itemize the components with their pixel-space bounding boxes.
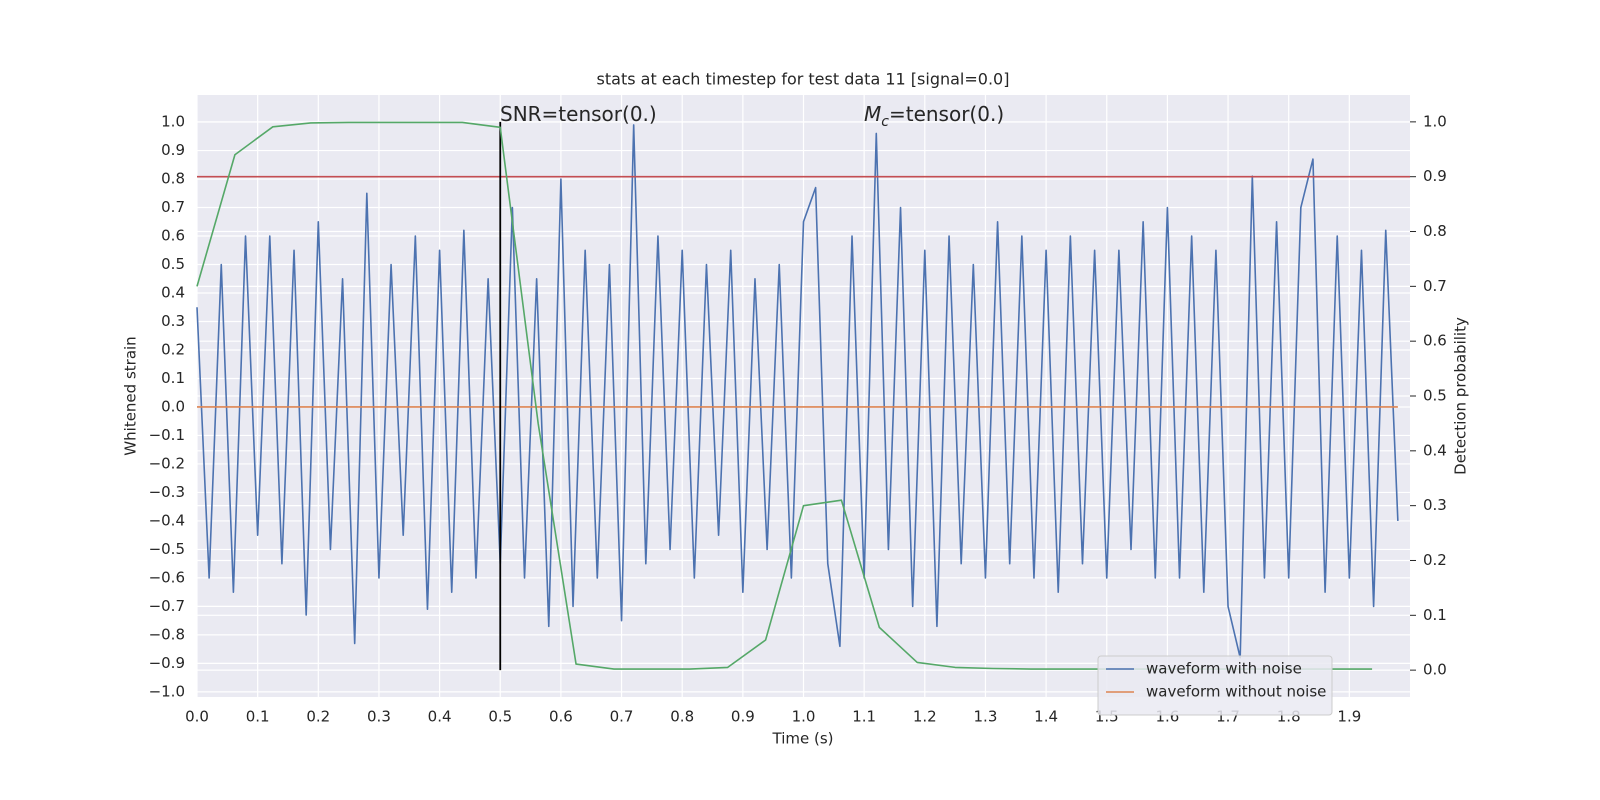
x-tick-label: 0.4 xyxy=(428,708,452,726)
y-tick-label: −1.0 xyxy=(149,682,185,700)
y2-tick-label: 1.0 xyxy=(1423,112,1447,130)
x-tick-label: 0.3 xyxy=(367,708,391,726)
y2-tick-label: 0.4 xyxy=(1423,441,1447,459)
y-tick-label: 0.0 xyxy=(161,397,185,415)
x-tick-label: 0.7 xyxy=(610,708,634,726)
y-tick-label: 0.3 xyxy=(161,312,185,330)
y2-tick-label: 0.1 xyxy=(1423,606,1447,624)
x-tick-label: 1.3 xyxy=(974,708,998,726)
series-line xyxy=(196,124,1399,659)
legend-box xyxy=(1097,655,1333,716)
y-tick-label: 1.0 xyxy=(161,113,185,131)
y-tick-label: 0.4 xyxy=(161,284,185,302)
annotation-symbol: M xyxy=(864,102,881,126)
x-axis-label: Time (s) xyxy=(772,730,834,748)
labels: 0.0 0.1 0.2 0.3 0.4 0.5 0.6 0.7 0.8 0.9 1.0 1.1 1.2 1… xyxy=(149,102,1447,726)
annotation: Mc=tensor(0.) xyxy=(864,102,1004,130)
y-tick-label: 0.8 xyxy=(161,170,185,188)
y-tick-label: 0.7 xyxy=(161,198,185,216)
y2-tick-label: 0.7 xyxy=(1423,277,1447,295)
x-tick-label: 0.6 xyxy=(549,708,573,726)
y-tick-label: −0.9 xyxy=(149,654,185,672)
y-tick-label: 0.1 xyxy=(161,369,185,387)
y2-tick-label: 0.8 xyxy=(1423,222,1447,240)
y-tick-label: −0.3 xyxy=(149,483,185,501)
y-tick-label: −0.6 xyxy=(149,568,185,586)
legend-label: waveform with noise xyxy=(1146,660,1302,678)
y-tick-label: 0.6 xyxy=(161,227,185,245)
y2-axis-label: Detection probability xyxy=(1452,317,1470,475)
y-tick-label: 0.2 xyxy=(161,340,185,358)
y2-tick-label: 0.0 xyxy=(1423,661,1447,679)
y2-tick-label: 0.6 xyxy=(1423,332,1447,350)
x-tick-label: 0.9 xyxy=(731,708,755,726)
grid xyxy=(196,95,1410,697)
x-tick-label: 0.2 xyxy=(306,708,330,726)
annotation-subscript: c xyxy=(881,114,889,130)
x-tick-label: 0.8 xyxy=(670,708,694,726)
y-tick-label: −0.4 xyxy=(149,511,185,529)
x-tick-label: 1.4 xyxy=(1034,708,1058,726)
y2-tick-label: 0.2 xyxy=(1423,551,1447,569)
y-tick-label: 0.9 xyxy=(161,141,185,159)
x-tick-label: 0.0 xyxy=(185,708,209,726)
x-tick-label: 1.1 xyxy=(852,708,876,726)
y-tick-label: −0.5 xyxy=(149,540,185,558)
y-axis-label: Whitened strain xyxy=(122,336,140,455)
y2-tick-label: 0.3 xyxy=(1423,496,1447,514)
y2-tick-label: 0.9 xyxy=(1423,167,1447,185)
y-tick-label: −0.2 xyxy=(149,454,185,472)
y-tick-label: 0.5 xyxy=(161,255,185,273)
y-tick-label: −0.7 xyxy=(149,597,185,615)
annotation: SNR=tensor(0.) xyxy=(500,102,657,126)
annotation-text: =tensor(0.) xyxy=(889,102,1004,126)
x-tick-label: 0.1 xyxy=(246,708,270,726)
x-tick-label: 1.2 xyxy=(913,708,937,726)
x-tick-label: 1.9 xyxy=(1337,708,1361,726)
y-tick-label: −0.8 xyxy=(149,625,185,643)
legend-label: waveform without noise xyxy=(1146,683,1326,701)
y-tick-label: −0.1 xyxy=(149,426,185,444)
x-tick-label: 0.5 xyxy=(488,708,512,726)
x-tick-label: 1.0 xyxy=(792,708,816,726)
y2-tick-label: 0.5 xyxy=(1423,387,1447,405)
chart-title: stats at each timestep for test data 11 … xyxy=(597,70,1010,89)
